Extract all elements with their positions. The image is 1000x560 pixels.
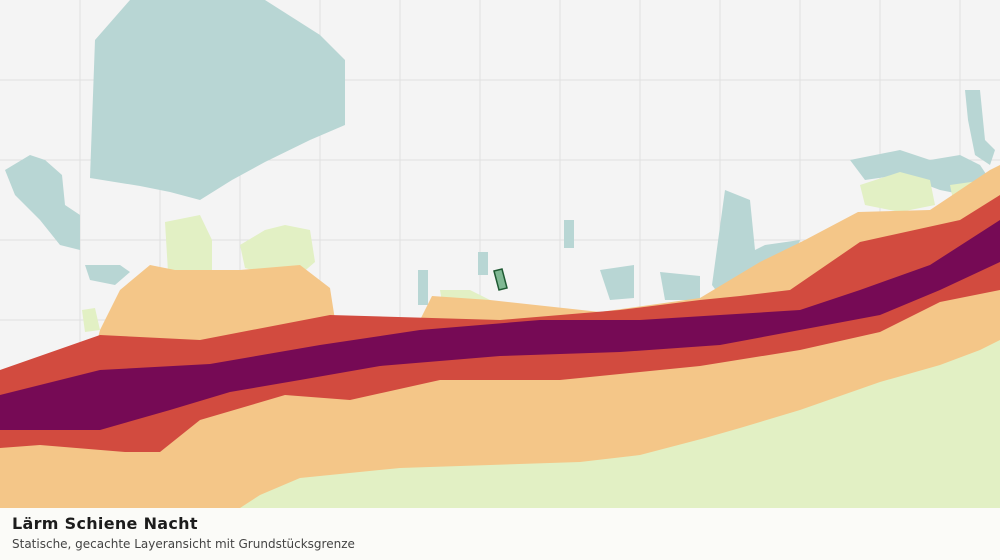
- caption-panel: Lärm Schiene Nacht Statische, gecachte L…: [0, 508, 1000, 560]
- noise-zone-very-high: [0, 220, 1000, 430]
- map: [0, 0, 1000, 508]
- layer-subtitle: Statische, gecachte Layeransicht mit Gru…: [12, 537, 355, 551]
- parcel-boundary: [493, 268, 508, 291]
- noise-zone-low: [240, 340, 1000, 508]
- layer-title: Lärm Schiene Nacht: [12, 514, 198, 533]
